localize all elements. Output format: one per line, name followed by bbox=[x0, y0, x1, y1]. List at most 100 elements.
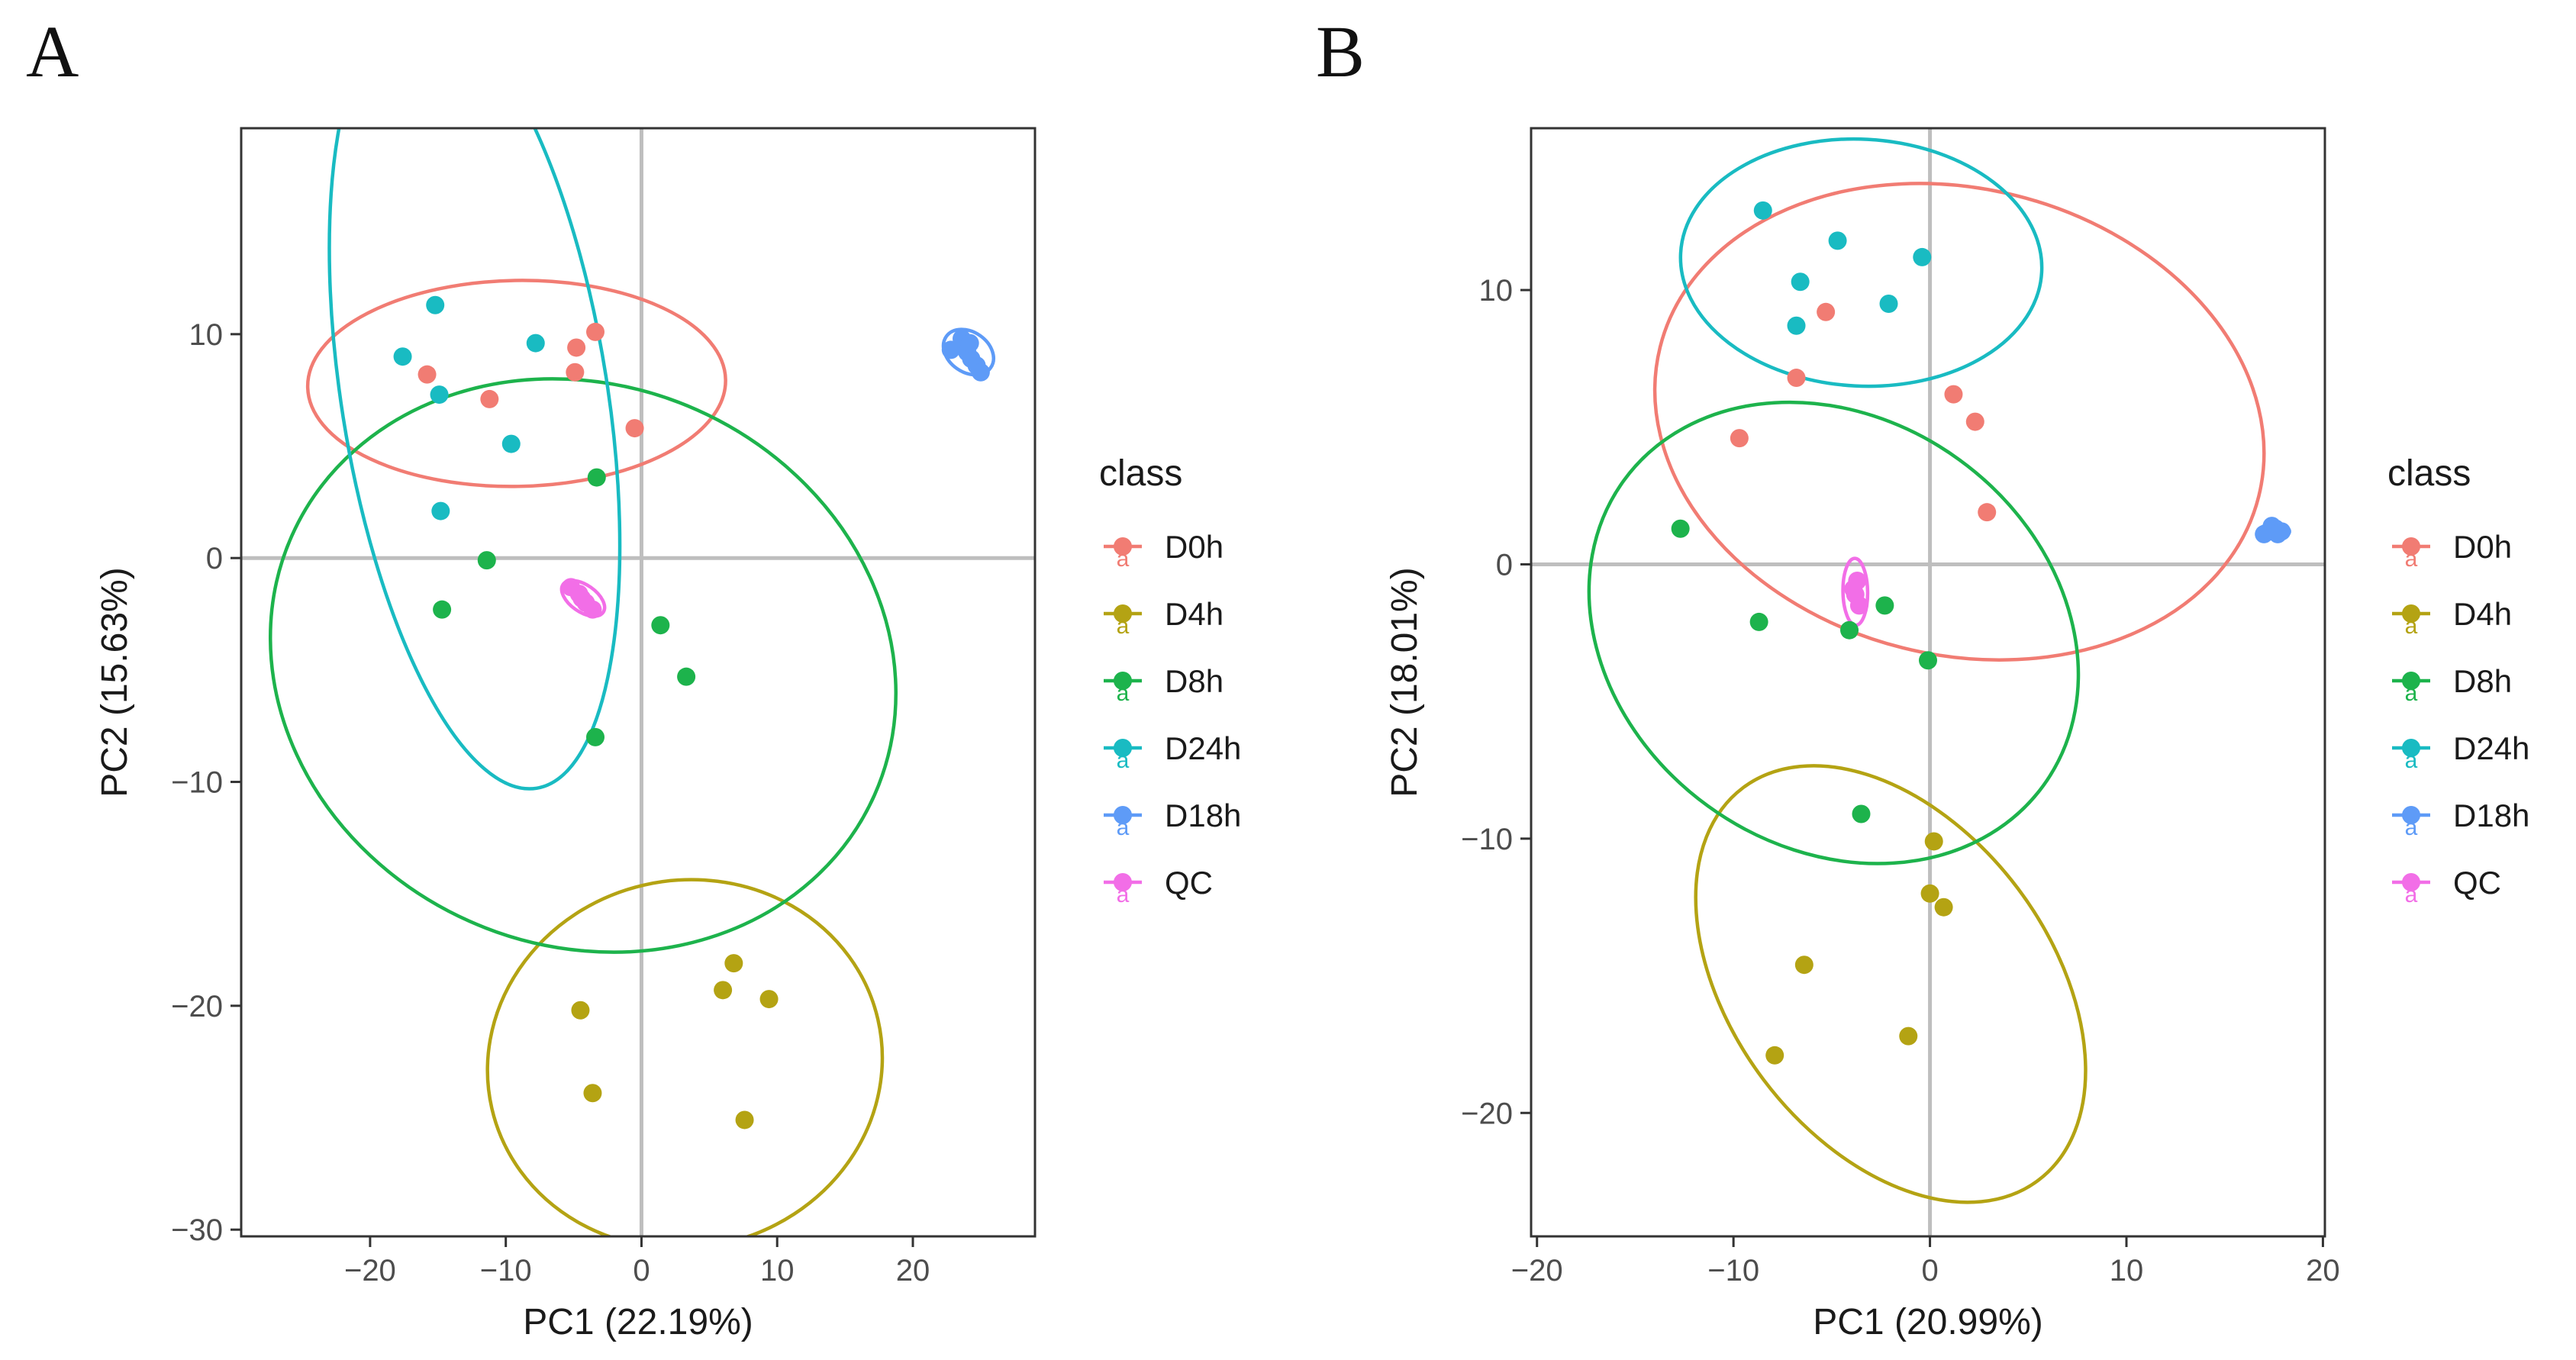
point-qc-4 bbox=[1844, 579, 1863, 598]
point-d4h-5 bbox=[759, 990, 779, 1009]
legend-key-d4h: a bbox=[1104, 604, 1142, 639]
point-d24h-4 bbox=[1787, 316, 1806, 335]
point-d24h-6 bbox=[431, 501, 450, 520]
legend-key-glyph: a bbox=[2405, 614, 2418, 639]
point-d0h-5 bbox=[566, 363, 585, 382]
legend-key-glyph: a bbox=[1117, 681, 1130, 706]
confidence-ellipse-d0h bbox=[305, 279, 727, 488]
confidence-ellipse-d24h bbox=[1678, 137, 2044, 388]
legend-key-d18h: a bbox=[1104, 806, 1142, 840]
point-d8h-2 bbox=[1749, 612, 1768, 631]
x-axis-title-b: PC1 (20.99%) bbox=[1813, 1302, 2042, 1342]
legend-key-d24h: a bbox=[1104, 739, 1142, 773]
legend-label-qc: QC bbox=[1165, 865, 1213, 901]
legend-label-d18h: D18h bbox=[2453, 798, 2529, 833]
point-d0h-2 bbox=[480, 389, 499, 408]
legend-label-d24h: D24h bbox=[2453, 730, 2529, 766]
legend-key-qc: a bbox=[2392, 873, 2430, 907]
point-d8h-4 bbox=[1875, 596, 1894, 615]
point-qc-5 bbox=[572, 589, 592, 607]
plot-area-a bbox=[268, 128, 995, 1236]
point-d24h-5 bbox=[1879, 295, 1898, 314]
point-d4h-1 bbox=[571, 1001, 590, 1020]
y-tick-label: −10 bbox=[1461, 823, 1513, 856]
y-tick-label: −10 bbox=[171, 766, 223, 800]
legend-key-glyph: a bbox=[1117, 882, 1130, 907]
legend-key-glyph: a bbox=[2405, 748, 2418, 773]
point-d24h-6 bbox=[1913, 247, 1932, 266]
legend-key-d8h: a bbox=[1104, 672, 1142, 706]
pca-panel-b: B −20 −10 0 10 20 −20 −10 0 10 PC1 (20.99%) PC2 (18… bbox=[1316, 11, 2529, 1342]
point-d24h-2 bbox=[1828, 231, 1847, 250]
point-d0h-1 bbox=[1817, 302, 1836, 321]
confidence-ellipse-d4h bbox=[485, 878, 885, 1236]
legend-key-glyph: a bbox=[1117, 546, 1130, 572]
point-d4h-2 bbox=[583, 1084, 602, 1103]
point-d0h-1 bbox=[418, 365, 437, 384]
legend-key-d8h: a bbox=[2392, 672, 2430, 706]
plot-area-b bbox=[1587, 137, 2291, 1204]
legend-key-d4h: a bbox=[2392, 604, 2430, 639]
point-d8h-5 bbox=[1919, 651, 1937, 670]
point-d4h-4 bbox=[1794, 956, 1814, 975]
y-tick-label: 10 bbox=[1479, 274, 1514, 308]
legend-label-d4h: D4h bbox=[2453, 596, 2512, 632]
y-tick-label: −20 bbox=[171, 990, 223, 1023]
legend-label-d8h: D8h bbox=[1165, 663, 1224, 699]
legend-a: class a D0h a D4h a D8h a D24h a D18h a QC bbox=[1099, 453, 1241, 907]
y-tick-label: 0 bbox=[1496, 548, 1513, 582]
point-d4h-2 bbox=[1920, 884, 1939, 903]
point-d8h-6 bbox=[1852, 804, 1871, 823]
x-tick-label: 0 bbox=[1921, 1254, 1938, 1287]
x-tick-label: −10 bbox=[480, 1254, 532, 1287]
legend-key-d0h: a bbox=[2392, 537, 2430, 572]
x-tick-label: −20 bbox=[344, 1254, 396, 1287]
point-d0h-4 bbox=[1944, 385, 1963, 404]
confidence-ellipse-d24h bbox=[327, 128, 622, 791]
point-d8h-3 bbox=[1840, 620, 1859, 640]
legend-key-glyph: a bbox=[1117, 815, 1130, 840]
legend-key-glyph: a bbox=[2405, 815, 2418, 840]
legend-b: class a D0h a D4h a D8h a D24h a D18h a QC bbox=[2387, 453, 2529, 907]
legend-key-glyph: a bbox=[2405, 546, 2418, 572]
y-axis-title-a: PC2 (15.63%) bbox=[95, 567, 135, 797]
point-d24h-5 bbox=[501, 434, 521, 453]
point-d24h-2 bbox=[393, 347, 412, 366]
point-d4h-5 bbox=[1899, 1026, 1918, 1046]
y-tick-label: 0 bbox=[206, 542, 223, 575]
point-d8h-5 bbox=[677, 667, 696, 686]
point-d24h-3 bbox=[430, 385, 449, 404]
point-d24h-3 bbox=[1791, 272, 1810, 292]
y-tick-label: −30 bbox=[171, 1213, 223, 1247]
confidence-ellipse-d0h bbox=[1652, 182, 2266, 662]
point-d0h-3 bbox=[567, 338, 586, 357]
point-d4h-6 bbox=[1765, 1046, 1785, 1065]
legend-label-d0h: D0h bbox=[1165, 529, 1224, 565]
confidence-ellipse-d8h bbox=[1587, 400, 2081, 865]
point-d18h-7 bbox=[960, 334, 979, 353]
y-tick-label: 10 bbox=[189, 318, 224, 352]
confidence-ellipse-d4h bbox=[1694, 764, 2088, 1204]
panel-letter-b: B bbox=[1316, 11, 1365, 92]
x-tick-label: −10 bbox=[1707, 1254, 1759, 1287]
panel-letter-a: A bbox=[26, 11, 79, 92]
point-d0h-5 bbox=[1965, 412, 1984, 431]
plot-frame-b bbox=[1530, 127, 2326, 1238]
point-d4h-3 bbox=[724, 954, 743, 973]
legend-key-d18h: a bbox=[2392, 806, 2430, 840]
point-d24h-4 bbox=[526, 334, 545, 353]
legend-title: class bbox=[2387, 453, 2471, 494]
point-d8h-3 bbox=[433, 600, 452, 619]
point-d8h-1 bbox=[1671, 519, 1690, 538]
point-qc-3 bbox=[1849, 596, 1868, 615]
point-d4h-4 bbox=[714, 981, 733, 1000]
point-d4h-3 bbox=[1934, 898, 1953, 917]
y-axis-title-b: PC2 (18.01%) bbox=[1385, 567, 1425, 797]
legend-label-d4h: D4h bbox=[1165, 596, 1224, 632]
x-tick-label: 10 bbox=[2110, 1254, 2144, 1287]
legend-label-d8h: D8h bbox=[2453, 663, 2512, 699]
point-d0h-6 bbox=[625, 419, 644, 438]
x-tick-label: −20 bbox=[1511, 1254, 1563, 1287]
